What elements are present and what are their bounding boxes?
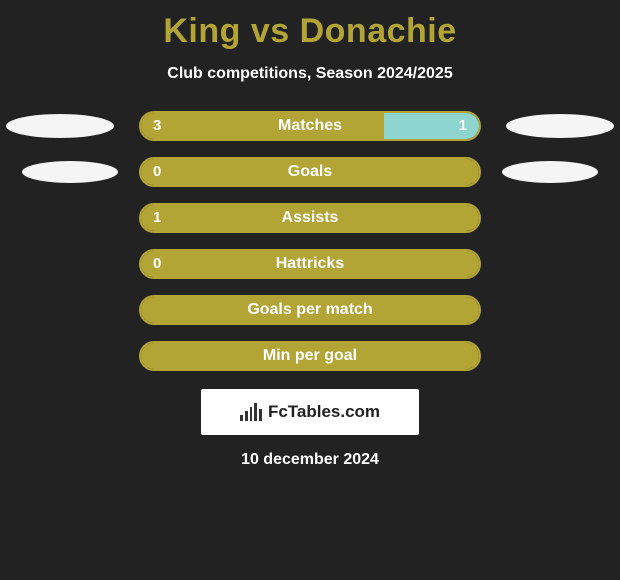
stat-bar-track: Hattricks0 (139, 249, 481, 279)
logo-text: FcTables.com (268, 402, 380, 422)
page-subtitle: Club competitions, Season 2024/2025 (0, 65, 620, 83)
stat-bar-full-fill (141, 297, 479, 323)
stat-row: Goals per match (0, 295, 620, 325)
stat-bar-right-fill (384, 113, 479, 139)
player-right-photo (506, 114, 614, 138)
stat-bar-track: Goals per match (139, 295, 481, 325)
stat-bar-full-fill (141, 343, 479, 369)
stat-row: Min per goal (0, 341, 620, 371)
stat-bar-full-fill (141, 159, 479, 185)
stat-bar-full-fill (141, 251, 479, 277)
stat-row: Goals0 (0, 157, 620, 187)
player-left-photo (22, 161, 118, 183)
date-label: 10 december 2024 (0, 451, 620, 469)
player-left-photo (6, 114, 114, 138)
logo-bars-icon (240, 403, 262, 421)
stat-bar-track: Goals0 (139, 157, 481, 187)
stat-row: Hattricks0 (0, 249, 620, 279)
fctables-logo: FcTables.com (201, 389, 419, 435)
stat-bar-track: Assists1 (139, 203, 481, 233)
comparison-chart: Matches31 Goals0 Assists1 Hattricks0 Goals p… (0, 111, 620, 371)
stat-bar-track: Matches31 (139, 111, 481, 141)
stat-bar-full-fill (141, 205, 479, 231)
stat-bar-track: Min per goal (139, 341, 481, 371)
player-right-photo (502, 161, 598, 183)
stat-row: Matches31 (0, 111, 620, 141)
stat-bar-left-fill (141, 113, 384, 139)
stat-row: Assists1 (0, 203, 620, 233)
page-title: King vs Donachie (0, 0, 620, 51)
